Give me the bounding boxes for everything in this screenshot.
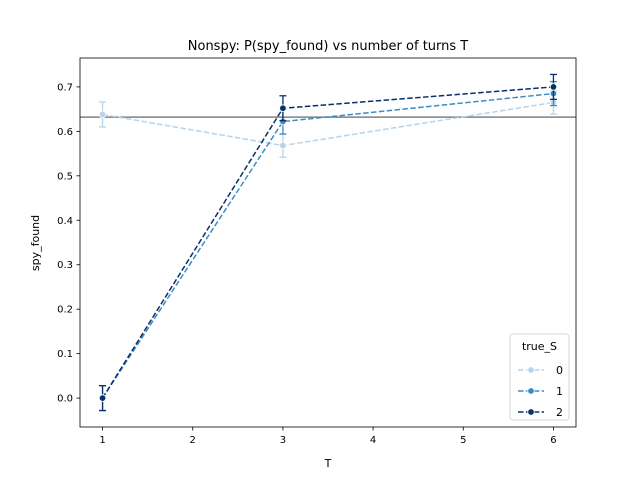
x-axis-label: T: [324, 457, 332, 470]
y-axis-label: spy_found: [29, 215, 42, 271]
data-point: [549, 83, 558, 91]
legend-swatch-marker: [527, 387, 535, 395]
x-tick-label: 6: [550, 435, 556, 446]
y-tick-label: 0.2: [57, 305, 73, 316]
y-tick-label: 0.3: [57, 260, 73, 271]
series-line-0: [102, 101, 554, 147]
chart-title: Nonspy: P(spy_found) vs number of turns …: [188, 39, 469, 54]
plot-area: 1 2 3 4 5 6 0.0 0.1 0.2 0.3 0.4 0.5 0.6 0.7 true_S 0 1 2: [57, 57, 577, 446]
x-tick-label: 3: [280, 435, 286, 446]
y-tick-label: 0.7: [57, 82, 73, 93]
series-line-2: [101, 86, 554, 399]
data-point: [98, 394, 107, 402]
legend-swatch-marker: [527, 366, 535, 374]
data-point: [279, 104, 287, 112]
x-tick-label: 5: [460, 435, 466, 446]
legend-entry-1: 1: [556, 385, 563, 398]
x-tick-label: 4: [370, 435, 376, 446]
legend-entry-0: 0: [556, 364, 563, 377]
data-point: [279, 141, 287, 150]
y-tick-label: 0.1: [57, 349, 73, 360]
plot-frame: [79, 57, 577, 428]
x-tick-label: 2: [190, 435, 196, 446]
series-line-1: [101, 92, 554, 399]
y-tick-label: 0.6: [57, 127, 73, 138]
legend-title: true_S: [522, 340, 557, 353]
x-tick-label: 1: [99, 435, 105, 446]
data-point: [98, 110, 107, 119]
legend-box: [509, 333, 570, 421]
legend-entry-2: 2: [556, 406, 563, 419]
y-tick-label: 0.5: [57, 171, 73, 182]
y-tick-label: 0.4: [57, 216, 73, 227]
y-tick-label: 0.0: [57, 394, 73, 405]
legend-swatch-marker: [527, 408, 535, 416]
